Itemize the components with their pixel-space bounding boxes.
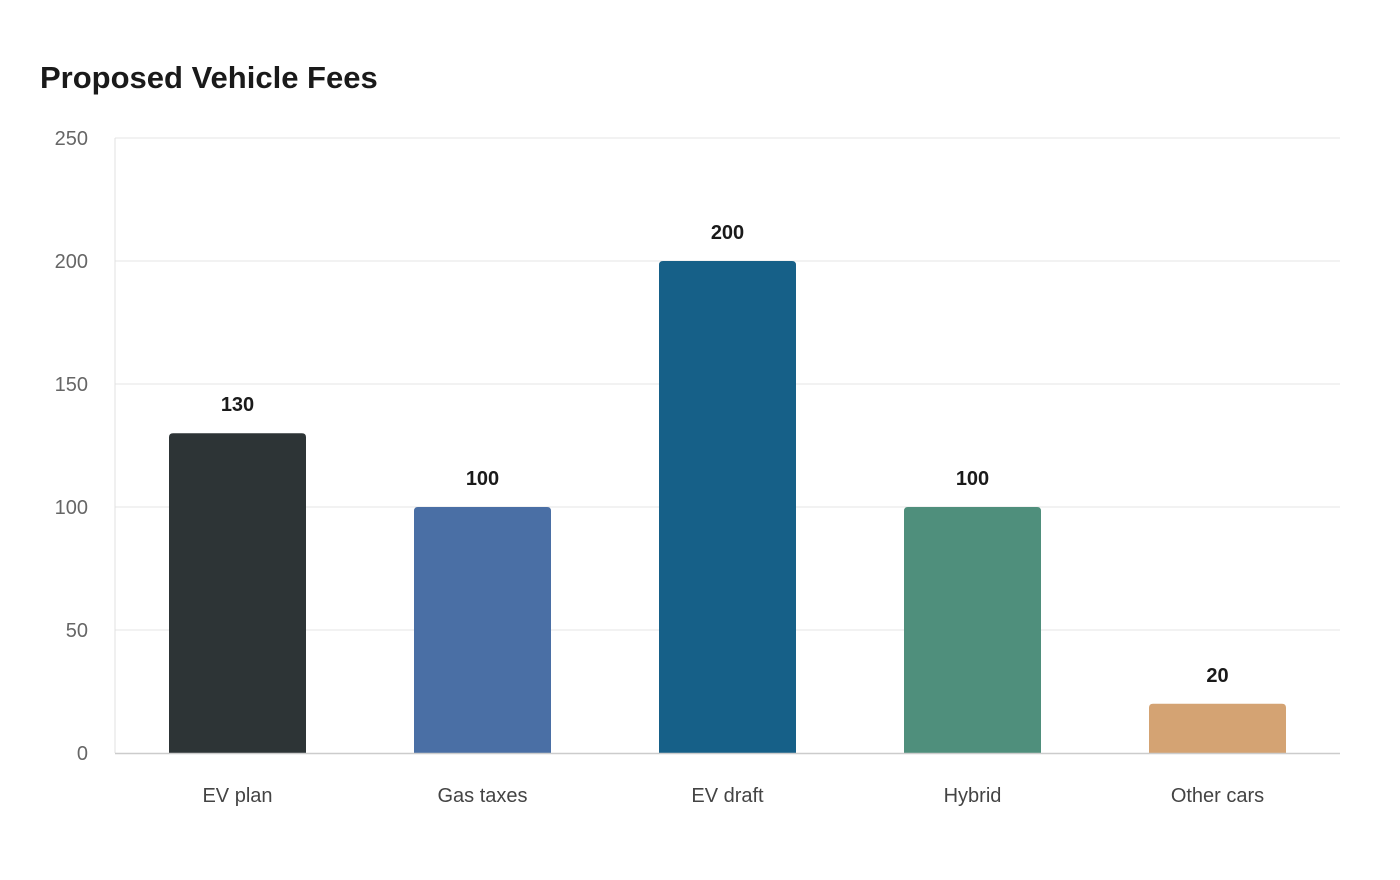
data-label: 130 — [221, 394, 254, 416]
x-tick-label: Other cars — [1171, 785, 1264, 807]
data-label: 200 — [711, 222, 744, 244]
bar — [1149, 703, 1286, 753]
y-tick-label: 150 — [55, 374, 88, 396]
y-tick-label: 50 — [66, 620, 88, 642]
bar — [169, 433, 306, 753]
x-tick-label: Hybrid — [944, 785, 1002, 807]
bars: 130 100 200 100 20 — [169, 222, 1286, 753]
y-tick-label: 100 — [55, 497, 88, 519]
bar — [904, 507, 1041, 753]
x-axis: EV plan Gas taxes EV draft Hybrid Other cars — [115, 752, 1340, 807]
y-tick-label: 250 — [55, 128, 88, 150]
y-axis: 0 50 100 150 200 250 — [55, 128, 116, 765]
x-tick-label: Gas taxes — [437, 785, 527, 807]
bar — [659, 261, 796, 753]
chart-title: Proposed Vehicle Fees — [40, 60, 378, 95]
data-label: 100 — [956, 468, 989, 490]
bar — [414, 507, 551, 753]
x-tick-label: EV plan — [202, 785, 272, 807]
y-tick-label: 200 — [55, 251, 88, 273]
data-label: 100 — [466, 468, 499, 490]
y-tick-label: 0 — [77, 743, 88, 765]
data-label: 20 — [1206, 665, 1228, 687]
x-tick-label: EV draft — [691, 785, 764, 807]
